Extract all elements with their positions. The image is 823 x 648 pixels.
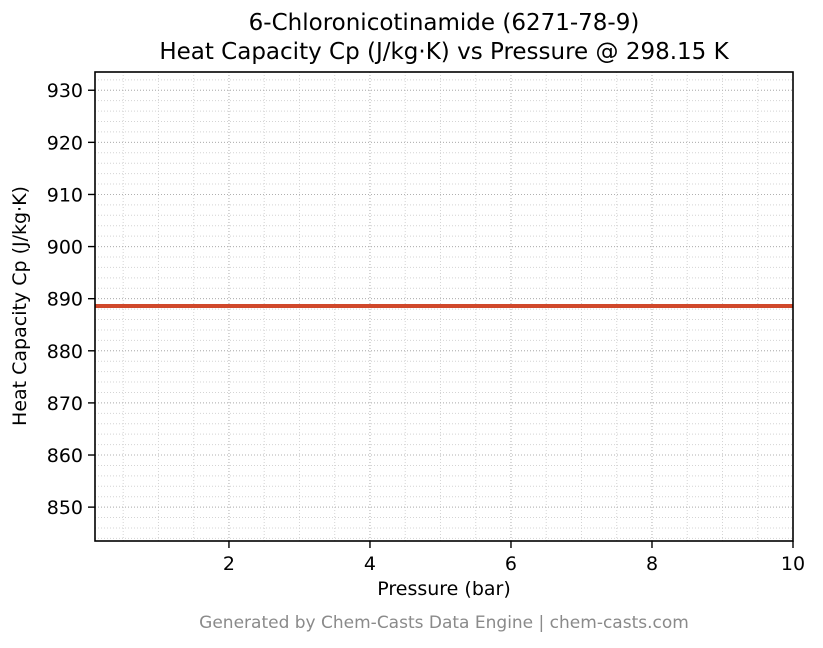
y-tick-label: 920 xyxy=(47,132,83,154)
x-tick-label: 8 xyxy=(646,553,658,575)
y-tick-label: 850 xyxy=(47,497,83,519)
y-tick-label: 910 xyxy=(47,184,83,206)
x-axis-label: Pressure (bar) xyxy=(377,578,511,600)
plot-border xyxy=(94,71,794,542)
y-tick-label: 930 xyxy=(47,80,83,102)
chart-title-line2: Heat Capacity Cp (J/kg·K) vs Pressure @ … xyxy=(159,39,729,65)
y-axis-label: Heat Capacity Cp (J/kg·K) xyxy=(9,186,31,426)
y-tick-label: 880 xyxy=(47,341,83,363)
y-tick-label: 900 xyxy=(47,237,83,259)
y-tick-label: 890 xyxy=(47,289,83,311)
y-tick-label: 870 xyxy=(47,393,83,415)
y-tick-label: 860 xyxy=(47,445,83,467)
x-tick-label: 4 xyxy=(364,553,376,575)
chart-title-line1: 6-Chloronicotinamide (6271-78-9) xyxy=(249,10,640,36)
x-tick-label: 2 xyxy=(223,553,235,575)
x-tick-label: 6 xyxy=(505,553,517,575)
grid-major xyxy=(95,72,794,541)
footer-attribution: Generated by Chem-Casts Data Engine | ch… xyxy=(199,613,689,633)
axis-ticks: 2 4 6 8 10 850 860 870 880 890 900 910 920 930 xyxy=(47,80,805,575)
x-tick-label: 10 xyxy=(781,553,805,575)
